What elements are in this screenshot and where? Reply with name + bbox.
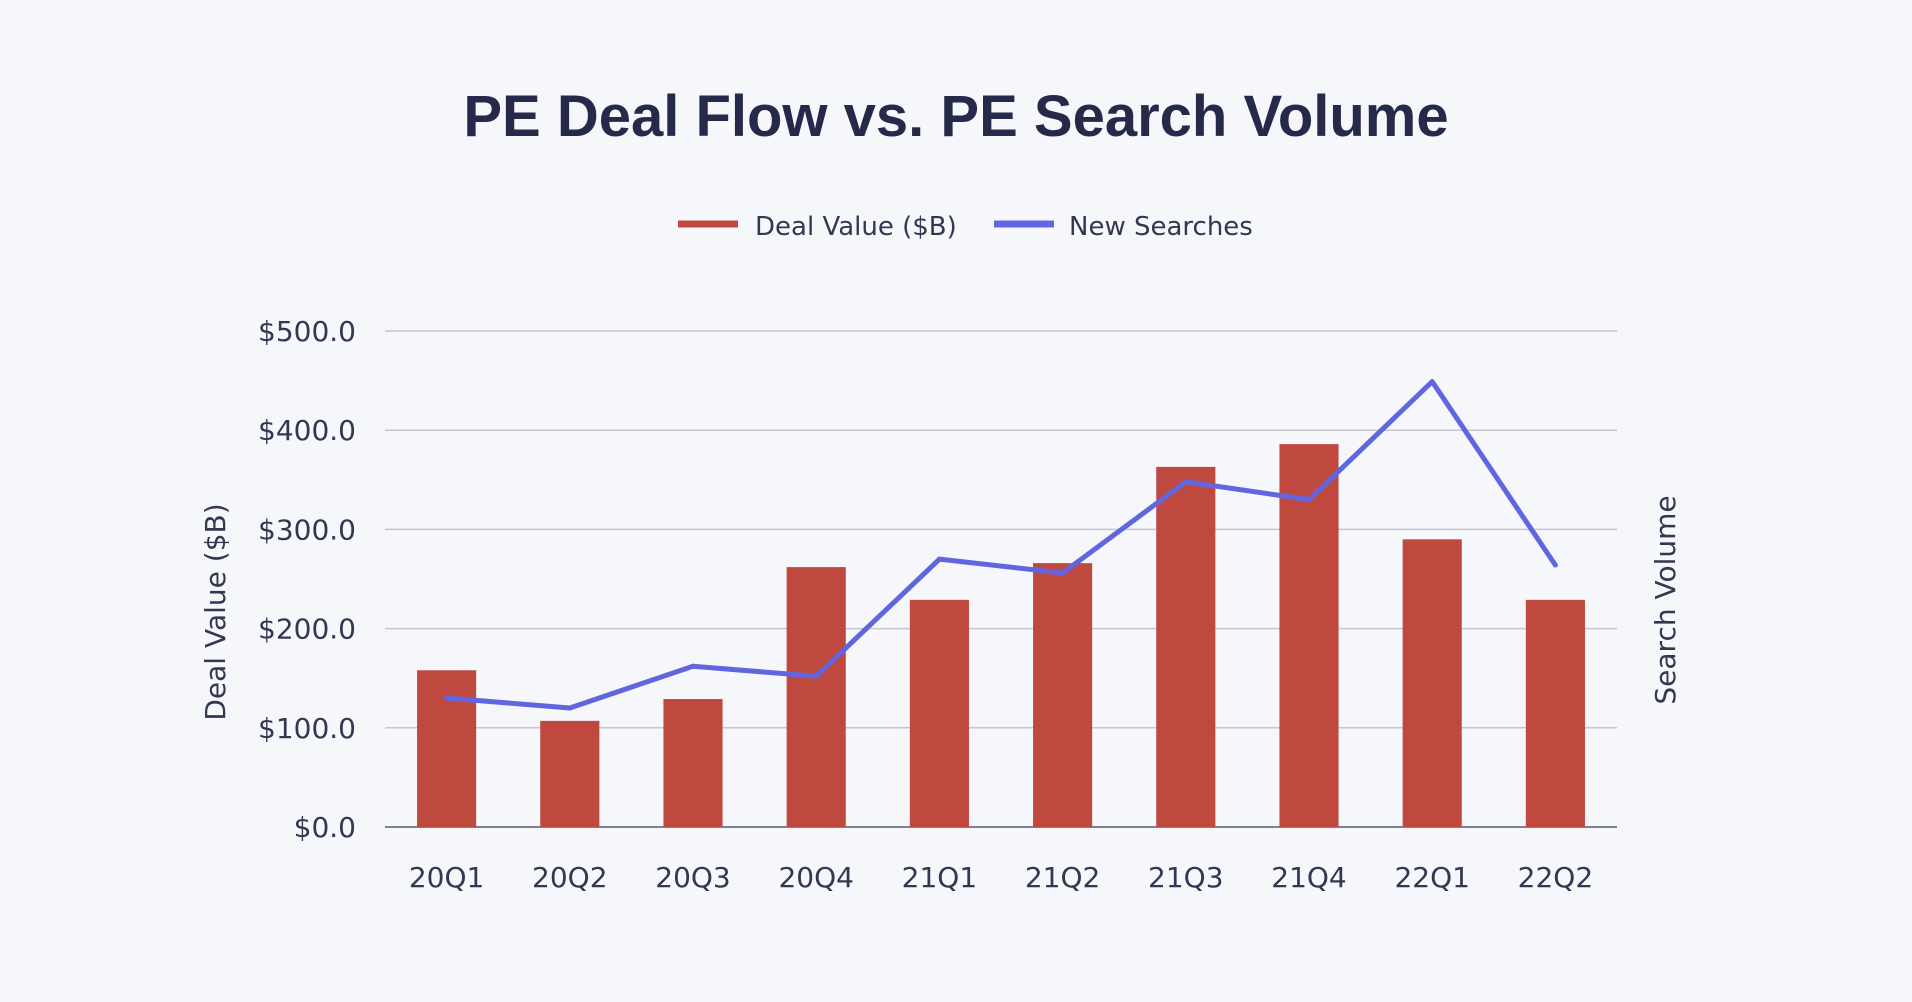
bar [1033, 563, 1093, 827]
x-tick-label: 20Q4 [778, 861, 853, 894]
y-tick-label: $400.0 [258, 414, 356, 447]
line-point [1060, 570, 1066, 576]
x-axis-ticks: 20Q1 20Q2 20Q3 20Q4 21Q1 21Q2 21Q3 21Q4 22Q1 22Q2 [409, 861, 1593, 894]
line-point [690, 663, 696, 669]
y-axis-title: Deal Value ($B) [199, 503, 232, 720]
x-tick-label: 20Q3 [655, 861, 730, 894]
bar [1279, 444, 1339, 827]
legend: Deal Value ($B) New Searches [678, 212, 1253, 242]
line-point [1429, 379, 1435, 385]
line-point [936, 556, 942, 562]
line-point [813, 673, 819, 679]
x-tick-label: 20Q2 [532, 861, 607, 894]
x-tick-label: 21Q3 [1148, 861, 1223, 894]
chart-title: PE Deal Flow vs. PE Search Volume [463, 84, 1448, 149]
y-tick-label: $0.0 [294, 811, 356, 844]
y-tick-label: $200.0 [258, 613, 356, 646]
line-point [444, 695, 450, 701]
bar [663, 699, 723, 827]
legend-label-deal-value: Deal Value ($B) [755, 212, 957, 242]
bar-series [417, 444, 1585, 827]
x-tick-label: 21Q1 [902, 861, 977, 894]
x-tick-label: 21Q4 [1271, 861, 1346, 894]
y2-axis-title: Search Volume [1649, 495, 1682, 704]
y-axis-ticks: $0.0 $100.0 $200.0 $300.0 $400.0 $500.0 [258, 315, 356, 844]
legend-label-new-searches: New Searches [1069, 212, 1253, 242]
y-tick-label: $500.0 [258, 315, 356, 348]
bar [909, 599, 969, 827]
line-point [1552, 562, 1558, 568]
y-tick-label: $300.0 [258, 513, 356, 546]
series-line-new-searches [446, 379, 1558, 711]
x-tick-label: 22Q1 [1394, 861, 1469, 894]
bar [786, 567, 846, 827]
x-tick-label: 20Q1 [409, 861, 484, 894]
bar [417, 670, 477, 827]
bar [1525, 599, 1585, 827]
line-point [1183, 479, 1189, 485]
line-point [1306, 497, 1312, 503]
x-tick-label: 21Q2 [1025, 861, 1100, 894]
line-series [444, 379, 1558, 711]
y-tick-label: $100.0 [258, 712, 356, 745]
bar [540, 720, 600, 827]
bar [1402, 539, 1462, 827]
x-tick-label: 22Q2 [1518, 861, 1593, 894]
line-point [567, 705, 573, 711]
bar [1156, 466, 1216, 827]
